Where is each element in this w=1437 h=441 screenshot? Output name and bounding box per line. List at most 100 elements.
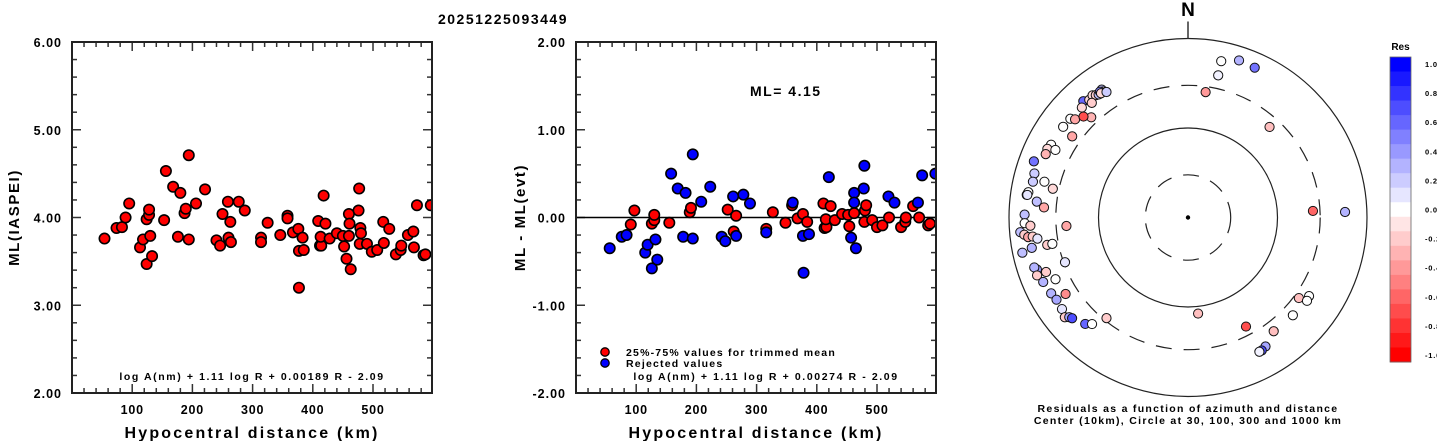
data-point <box>737 188 750 201</box>
data-point <box>719 235 732 248</box>
data-point <box>649 233 662 246</box>
data-point <box>143 203 156 216</box>
data-point <box>214 239 227 252</box>
y-tick-label: 2.00 <box>34 387 62 401</box>
data-point <box>410 199 423 212</box>
data-point <box>354 227 367 240</box>
data-point <box>848 186 861 199</box>
x-axis-label: Hypocentral distance (km) <box>124 425 379 441</box>
data-point <box>824 200 837 213</box>
station-residual-point <box>1069 114 1081 125</box>
residual-colorbar: Res 1.0 0.8 0.6 0.4 0.2 0.0 -0.2 -0.4 -0.6 -0.8 -1.… <box>1389 42 1437 363</box>
data-point <box>779 216 792 229</box>
colorbar-tick-label: 0.2 <box>1425 176 1437 185</box>
colorbar-swatch <box>1390 202 1411 218</box>
data-point <box>911 196 924 209</box>
data-point <box>730 209 743 222</box>
data-point <box>338 240 351 253</box>
station-residual-point <box>1031 270 1043 281</box>
x-tick-label: 100 <box>625 403 648 417</box>
x-tick-label: 200 <box>685 403 708 417</box>
data-point <box>916 169 929 182</box>
formula-annotation: log A(nm) + 1.11 log R + 0.00274 R - 2.0… <box>633 371 898 383</box>
data-point <box>848 207 861 220</box>
colorbar-swatch <box>1390 318 1411 334</box>
data-point <box>352 204 365 217</box>
data-point <box>624 218 637 231</box>
data-point <box>174 186 187 199</box>
colorbar-tick-label: 0.0 <box>1425 206 1437 215</box>
data-point <box>695 195 708 208</box>
colorbar-tick-label: 1.0 <box>1425 60 1437 69</box>
colorbar-tick-label: -0.8 <box>1425 322 1437 331</box>
data-point <box>255 236 268 249</box>
colorbar-swatch <box>1390 144 1411 160</box>
station-residual-point <box>1026 242 1037 253</box>
legend-label: 25%-75% values for trimmed mean <box>626 347 836 359</box>
station-residual-point <box>1101 86 1112 98</box>
data-point <box>119 211 132 224</box>
azimuth-residual-map: N Residuals as a function of azimuth and … <box>1008 0 1368 427</box>
y-tick-label: 5.00 <box>34 124 62 138</box>
colorbar-swatch <box>1390 231 1411 247</box>
colorbar-title: Res <box>1391 42 1410 53</box>
station-residual-point <box>1086 97 1097 108</box>
distance-ring-300km <box>1055 84 1321 351</box>
data-point <box>190 197 203 210</box>
y-tick-label: -2.00 <box>533 387 567 401</box>
y-tick-label: 1.00 <box>538 124 566 138</box>
station-residual-point <box>1086 318 1098 330</box>
legend-label: Rejected values <box>626 358 723 370</box>
data-point <box>292 281 305 294</box>
station-residual-point <box>1200 86 1211 98</box>
station-residual-point <box>1061 220 1072 232</box>
x-tick-label: 400 <box>301 403 324 417</box>
data-point <box>224 236 237 249</box>
station-residual-point <box>1047 183 1058 194</box>
data-point <box>171 230 184 243</box>
station-residual-point <box>1301 295 1313 306</box>
data-points <box>603 148 936 279</box>
station-residual-point <box>1264 121 1275 133</box>
data-point <box>704 180 717 193</box>
ml-distance-plot: 100 200 300 400 500 2.00 3.00 4.00 5.00 6.00 Hypoc… <box>6 36 433 441</box>
y-tick-label: 4.00 <box>34 212 62 226</box>
colorbar-swatch <box>1390 260 1411 276</box>
data-point <box>665 167 678 180</box>
data-point <box>663 216 676 229</box>
station-residual-point <box>1254 346 1265 357</box>
data-point <box>786 196 799 209</box>
station-residual-point <box>1058 121 1069 132</box>
x-axis-label: Hypocentral distance (km) <box>628 425 883 441</box>
station-residual-point <box>1040 266 1052 278</box>
data-point <box>274 229 287 242</box>
data-point <box>651 253 664 266</box>
data-point <box>883 211 896 224</box>
y-tick-label: 6.00 <box>34 36 62 50</box>
data-point <box>888 196 901 209</box>
colorbar-frame <box>1389 56 1412 363</box>
data-point <box>98 232 111 245</box>
data-point <box>261 216 274 229</box>
data-point <box>407 225 420 238</box>
event-title: 20251225093449 <box>438 11 568 27</box>
colorbar-swatch <box>1390 245 1411 261</box>
data-point <box>353 182 366 195</box>
colorbar-swatch <box>1390 173 1411 189</box>
colorbar-tick-label: 0.4 <box>1425 147 1437 156</box>
station-residual-point <box>1019 209 1030 220</box>
x-tick-label: 500 <box>865 403 888 417</box>
station-residual-point <box>1027 176 1039 187</box>
station-residual-point <box>1031 196 1042 207</box>
colorbar-swatch <box>1390 86 1411 102</box>
data-point <box>146 250 159 263</box>
data-point <box>140 258 153 271</box>
data-point <box>144 229 157 242</box>
data-point <box>801 215 814 228</box>
station-residual-point <box>1216 56 1227 67</box>
data-point <box>281 212 294 225</box>
data-point <box>797 266 810 279</box>
data-point <box>424 199 432 212</box>
colorbar-swatch <box>1390 158 1411 174</box>
station-residual-point <box>1078 111 1089 122</box>
